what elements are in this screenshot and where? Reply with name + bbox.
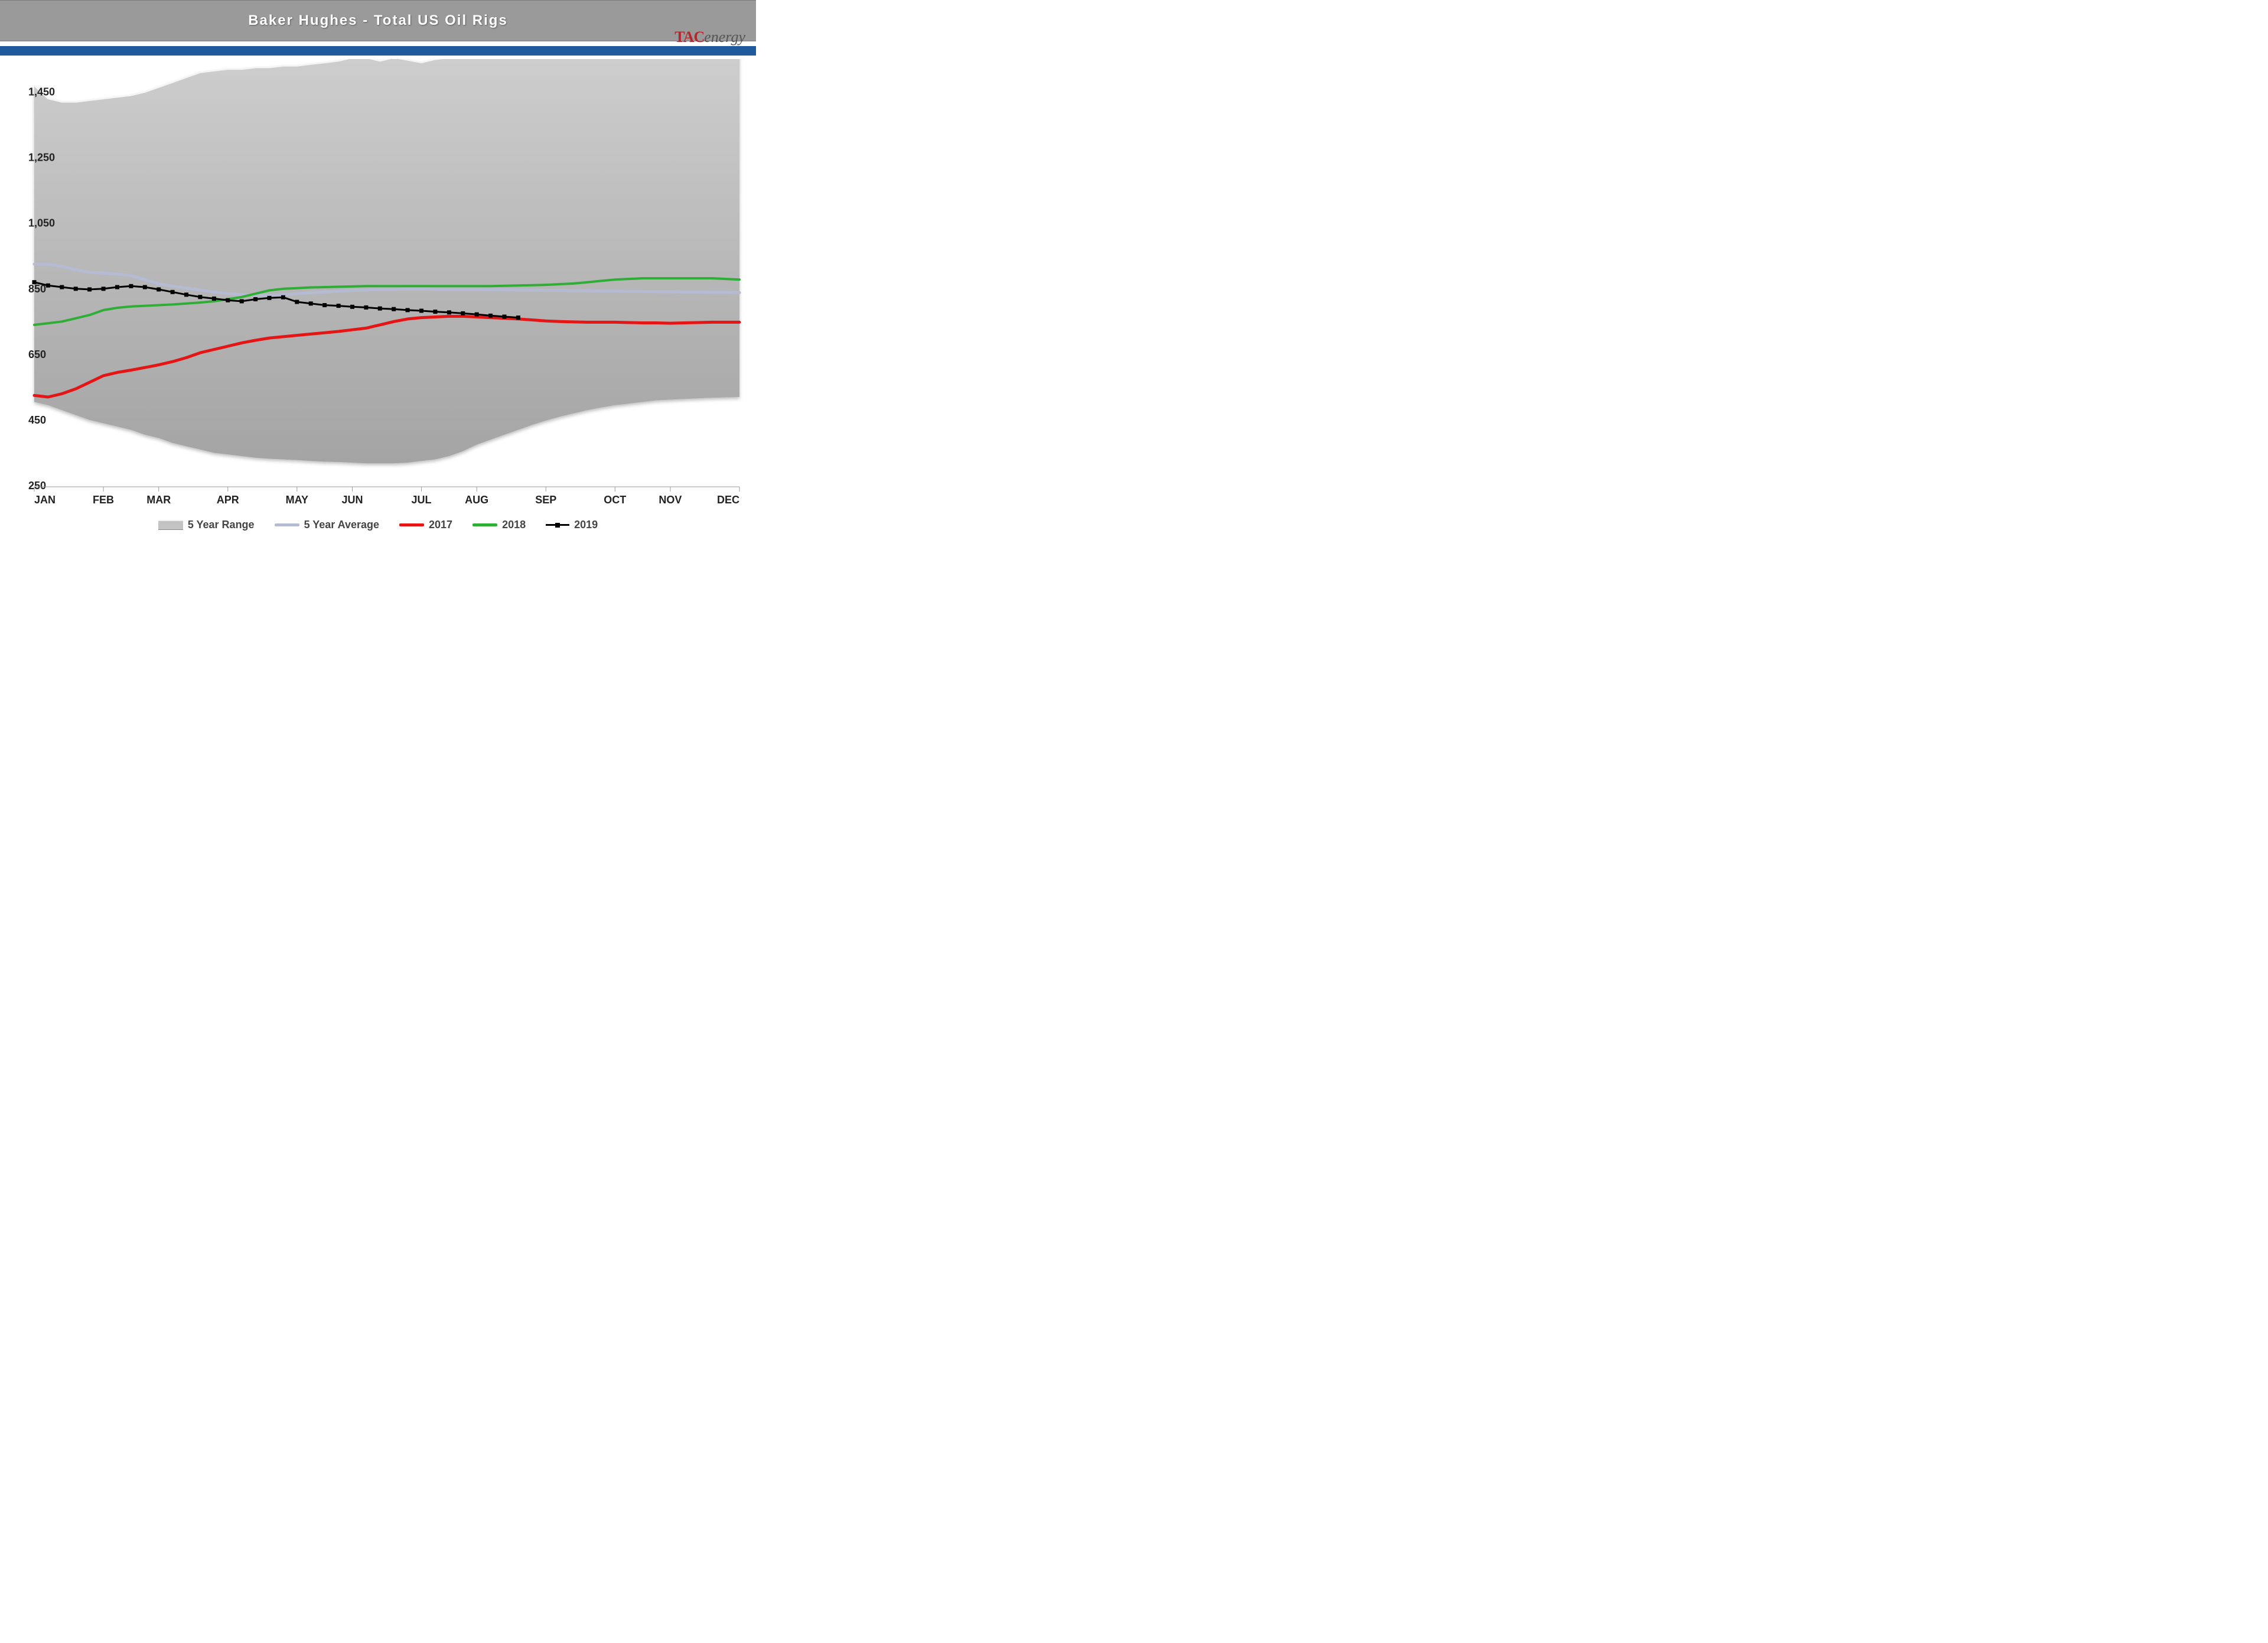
five-year-range-band: [34, 59, 739, 463]
chart-svg: 2504506508501,0501,2501,450 JANFEBMARAPR…: [28, 59, 744, 520]
svg-text:250: 250: [28, 480, 46, 492]
svg-text:650: 650: [28, 349, 46, 360]
svg-text:NOV: NOV: [659, 494, 682, 506]
svg-text:FEB: FEB: [93, 494, 114, 506]
legend-item-2019: 2019: [546, 519, 598, 531]
legend-label-range: 5 Year Range: [188, 519, 255, 531]
svg-text:1,250: 1,250: [28, 152, 55, 164]
title-bar: Baker Hughes - Total US Oil Rigs: [0, 0, 756, 41]
svg-text:OCT: OCT: [604, 494, 626, 506]
svg-text:APR: APR: [217, 494, 239, 506]
svg-text:450: 450: [28, 414, 46, 426]
legend-item-2018: 2018: [472, 519, 526, 531]
svg-text:AUG: AUG: [465, 494, 488, 506]
x-axis: JAN FEB MAR APR MAY JUN JUL AUG SEP OCT NOV DEC: [34, 487, 739, 506]
svg-text:JUL: JUL: [412, 494, 432, 506]
legend-swatch-range: [158, 520, 183, 530]
chart-title: Baker Hughes - Total US Oil Rigs: [248, 12, 508, 29]
legend-label-2019: 2019: [574, 519, 598, 531]
brand-logo: TACenergy: [674, 28, 745, 46]
brand-logo-right: energy: [704, 28, 745, 45]
legend-item-range: 5 Year Range: [158, 519, 255, 531]
legend-swatch-2018: [472, 523, 497, 526]
legend-swatch-2019: [546, 523, 569, 528]
legend: 5 Year Range 5 Year Average 2017 2018 20…: [0, 519, 756, 531]
svg-text:MAY: MAY: [286, 494, 308, 506]
svg-text:1,450: 1,450: [28, 86, 55, 98]
svg-text:SEP: SEP: [535, 494, 556, 506]
legend-swatch-2017: [399, 523, 424, 526]
plot-area: 2504506508501,0501,2501,450 JANFEBMARAPR…: [28, 59, 744, 520]
brand-logo-left: TAC: [674, 28, 704, 45]
legend-label-avg: 5 Year Average: [304, 519, 379, 531]
accent-bar: [0, 46, 756, 56]
svg-text:JUN: JUN: [341, 494, 363, 506]
svg-text:MAR: MAR: [146, 494, 171, 506]
legend-item-avg: 5 Year Average: [275, 519, 379, 531]
svg-text:1,050: 1,050: [28, 217, 55, 229]
legend-label-2018: 2018: [502, 519, 526, 531]
svg-text:JAN: JAN: [34, 494, 56, 506]
svg-text:DEC: DEC: [717, 494, 739, 506]
legend-swatch-avg: [275, 523, 299, 526]
chart-container: Baker Hughes - Total US Oil Rigs TACener…: [0, 0, 756, 548]
legend-label-2017: 2017: [429, 519, 452, 531]
legend-item-2017: 2017: [399, 519, 452, 531]
